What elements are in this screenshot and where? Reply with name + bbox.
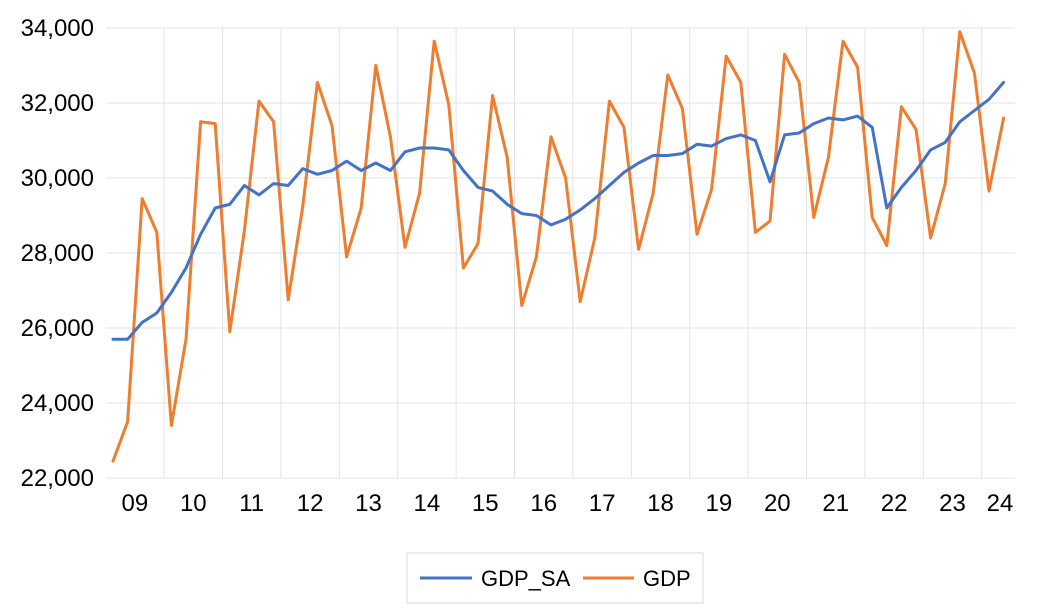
x-tick-label: 20 [764,490,791,517]
x-tick-label: 13 [355,490,382,517]
y-tick-label: 32,000 [21,90,94,117]
y-tick-label: 34,000 [21,15,94,42]
series-line-gdp [111,30,1006,463]
series-lines [111,30,1006,463]
x-tick-label: 23 [939,490,966,517]
x-tick-label: 14 [414,490,441,517]
y-axis-tick-labels: 22,000 24,000 26,000 28,000 30,000 32,000 34,0… [21,15,94,492]
x-tick-label: 21 [822,490,849,517]
x-tick-label: 17 [589,490,616,517]
y-tick-label: 30,000 [21,165,94,192]
legend: GDP_SA GDP [406,552,704,604]
x-tick-label: 09 [122,490,149,517]
x-tick-label: 15 [472,490,499,517]
y-tick-label: 24,000 [21,390,94,417]
x-tick-label: 10 [180,490,207,517]
legend-label-gdp-sa: GDP_SA [481,566,571,591]
x-tick-label: 12 [297,490,324,517]
x-tick-label: 19 [706,490,733,517]
x-tick-label: 18 [647,490,674,517]
y-tick-label: 22,000 [21,465,94,492]
x-tick-label: 24 [987,490,1014,517]
series-line-gdp-sa [111,80,1006,341]
x-tick-label: 11 [239,490,264,517]
x-tick-label: 16 [530,490,557,517]
x-axis-tick-labels: 09 10 11 12 13 14 15 16 17 18 19 20 21 22 23 24 [122,490,1014,517]
legend-label-gdp: GDP [643,566,691,591]
x-tick-label: 22 [881,490,908,517]
y-tick-label: 26,000 [21,315,94,342]
y-tick-label: 28,000 [21,240,94,267]
